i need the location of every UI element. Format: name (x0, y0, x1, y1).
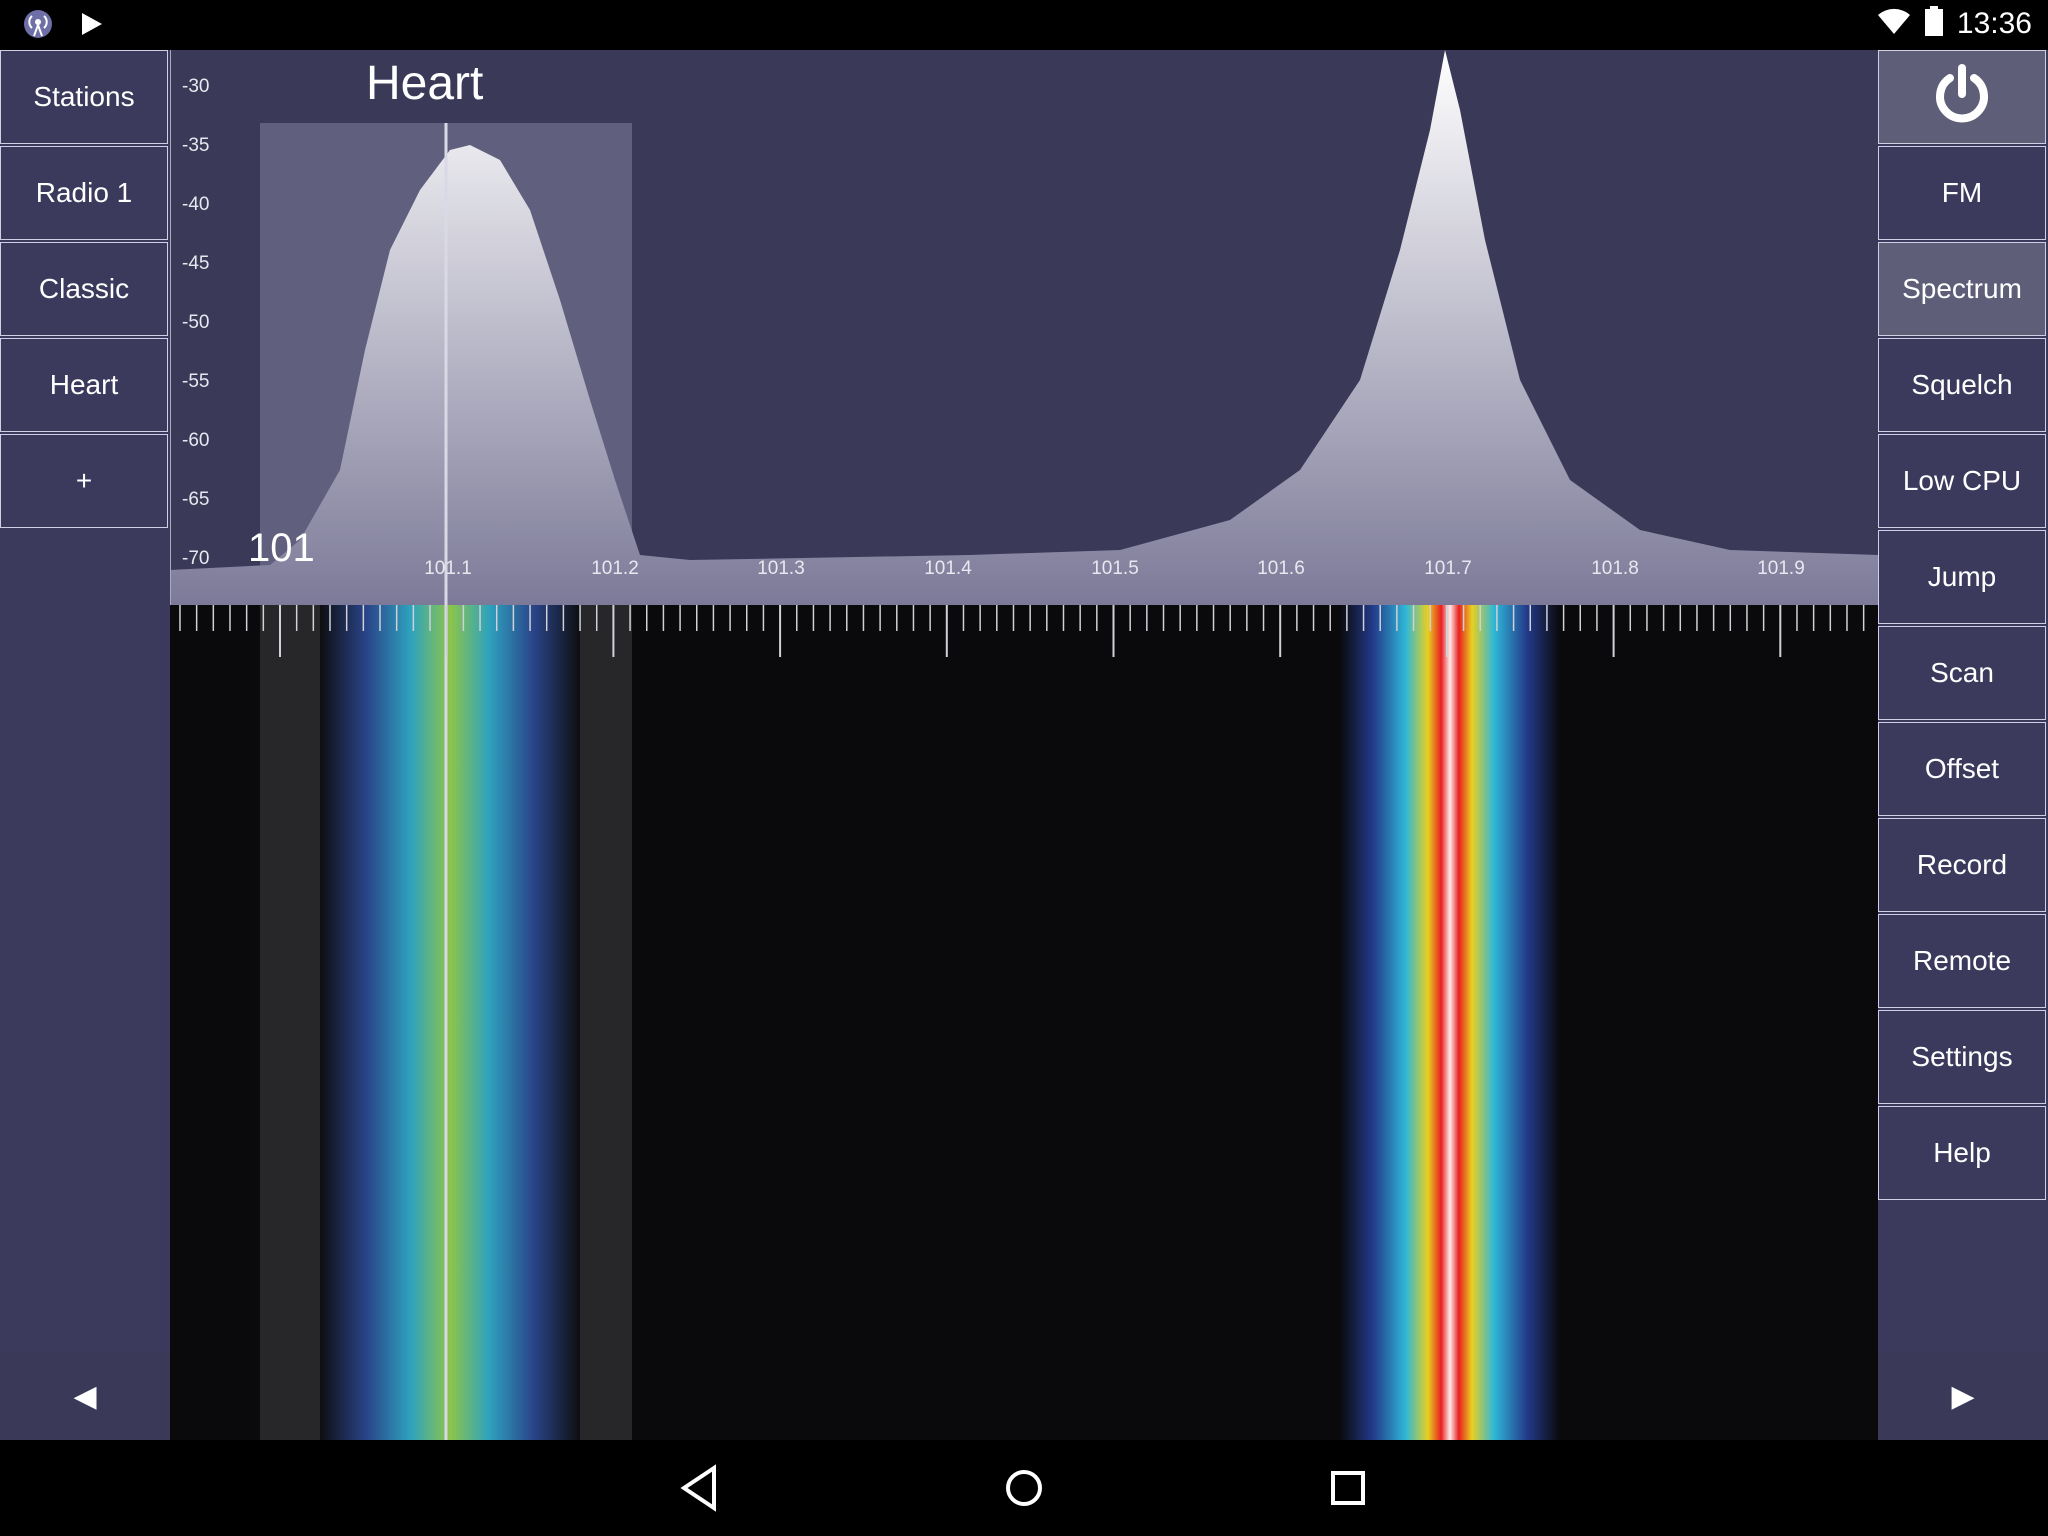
power-icon (1930, 62, 1994, 133)
battery-icon (1924, 6, 1943, 41)
db-tick-label: -35 (182, 135, 210, 156)
preset-classic-button[interactable]: Classic (0, 242, 168, 336)
freq-tick-label: 101.2 (591, 558, 639, 579)
db-tick-label: -55 (182, 371, 210, 392)
scan-button[interactable]: Scan (1878, 626, 2046, 720)
back-icon[interactable] (670, 1458, 730, 1518)
freq-tick-label: 101.6 (1257, 558, 1305, 579)
freq-tick-label: 101.7 (1424, 558, 1472, 579)
preset-heart-button[interactable]: Heart (0, 338, 168, 432)
station-name: Heart (366, 57, 484, 110)
waterfall-display[interactable] (170, 605, 1878, 1440)
fm-button[interactable]: FM (1878, 146, 2046, 240)
power-button[interactable] (1878, 50, 2046, 144)
start-frequency-label: 101 (248, 526, 315, 570)
help-button[interactable]: Help (1878, 1106, 2046, 1200)
spectrum-plot[interactable]: Heart 101 -30 -35 -40 -45 -50 -55 -60 -6… (170, 50, 1878, 605)
wifi-icon (1877, 7, 1911, 40)
freq-tick-label: 101.8 (1591, 558, 1639, 579)
freq-tick-label: 101.3 (757, 558, 805, 579)
freq-tick-label: 101.9 (1757, 558, 1805, 579)
record-button[interactable]: Record (1878, 818, 2046, 912)
freq-tick-label: 101.4 (924, 558, 972, 579)
frequency-ruler (179, 605, 1865, 657)
preset-radio-1-button[interactable]: Radio 1 (0, 146, 168, 240)
play-icon (80, 11, 104, 42)
clock: 13:36 (1956, 6, 2032, 40)
add-preset-button[interactable]: + (0, 434, 168, 528)
db-tick-label: -60 (182, 430, 210, 451)
db-tick-label: -40 (182, 194, 210, 215)
prev-arrow-button[interactable]: ◀ (0, 1352, 170, 1440)
db-tick-label: -45 (182, 253, 210, 274)
navigation-bar (0, 1440, 2048, 1536)
offset-button[interactable]: Offset (1878, 722, 2046, 816)
low-cpu-button[interactable]: Low CPU (1878, 434, 2046, 528)
jump-button[interactable]: Jump (1878, 530, 2046, 624)
db-tick-label: -65 (182, 489, 210, 510)
spectrum-button[interactable]: Spectrum (1878, 242, 2046, 336)
left-panel: Stations Radio 1 Classic Heart + ◀ (0, 50, 170, 1440)
squelch-button[interactable]: Squelch (1878, 338, 2046, 432)
freq-tick-label: 101.5 (1091, 558, 1139, 579)
recents-icon[interactable] (1318, 1458, 1378, 1518)
right-panel: FM Spectrum Squelch Low CPU Jump Scan Of… (1878, 50, 2048, 1440)
home-icon[interactable] (994, 1458, 1054, 1518)
db-tick-label: -50 (182, 312, 210, 333)
stations-button[interactable]: Stations (0, 50, 168, 144)
next-arrow-button[interactable]: ▶ (1878, 1352, 2048, 1440)
remote-button[interactable]: Remote (1878, 914, 2046, 1008)
db-tick-label: -70 (182, 548, 210, 569)
station-signal-trace (1340, 605, 1560, 1440)
freq-tick-label: 101.1 (424, 558, 472, 579)
spectrum-trace (170, 50, 1878, 605)
station-signal-trace (320, 605, 580, 1440)
settings-button[interactable]: Settings (1878, 1010, 2046, 1104)
status-bar: 13:36 (0, 0, 2048, 50)
db-tick-label: -30 (182, 76, 210, 97)
radio-app-icon (22, 8, 54, 45)
